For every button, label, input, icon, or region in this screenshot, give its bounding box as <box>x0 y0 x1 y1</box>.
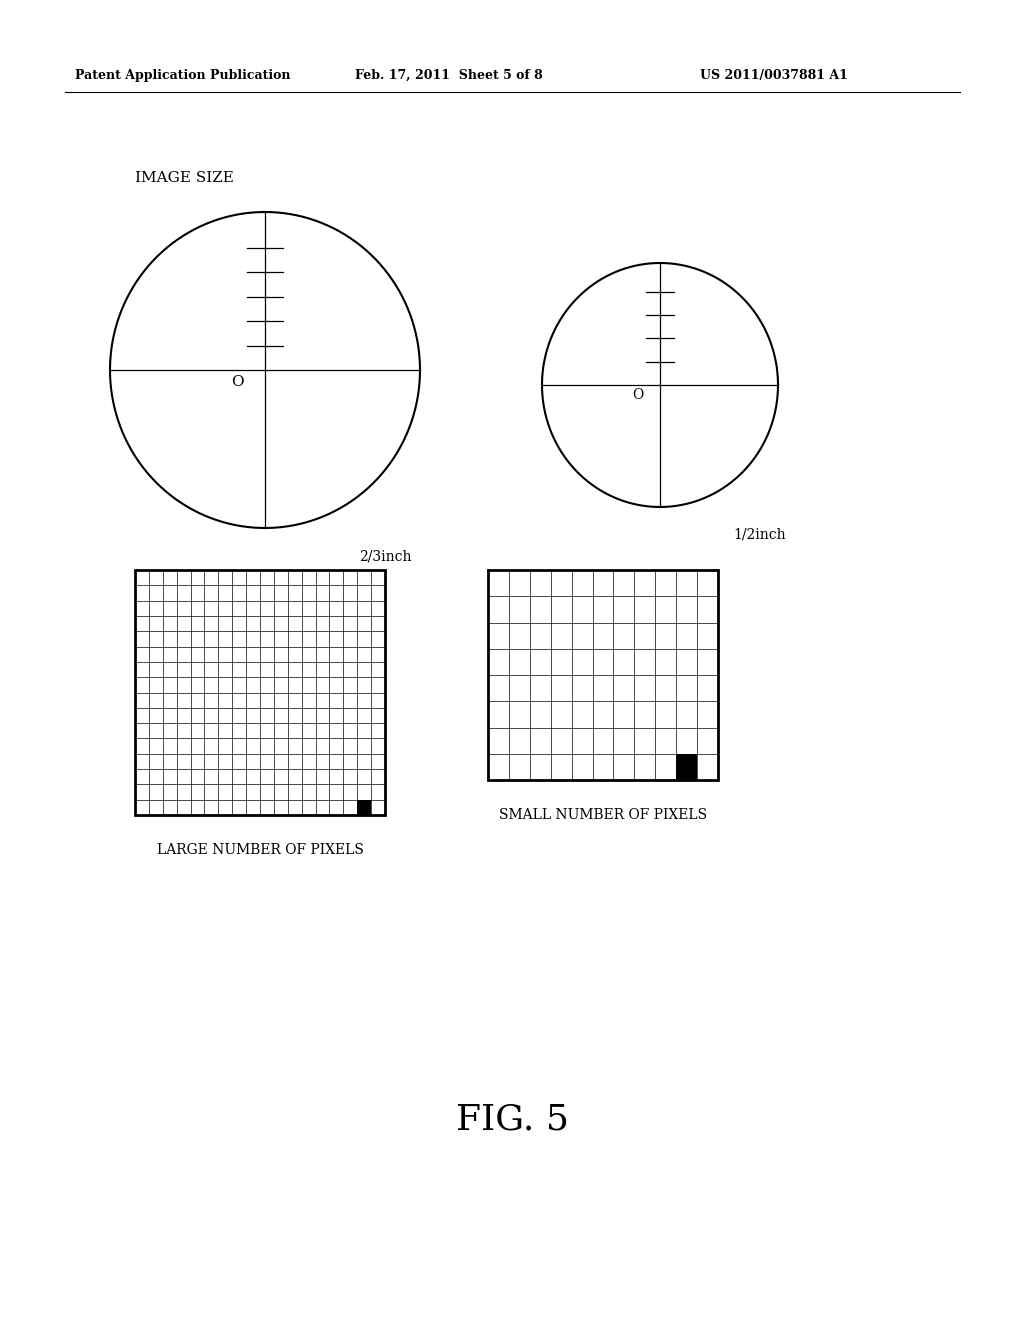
Text: Patent Application Publication: Patent Application Publication <box>75 69 291 82</box>
Bar <box>357 800 371 814</box>
Text: US 2011/0037881 A1: US 2011/0037881 A1 <box>700 69 848 82</box>
Text: 1/2inch: 1/2inch <box>733 528 786 543</box>
Text: 2/3inch: 2/3inch <box>358 549 412 564</box>
Text: O: O <box>633 388 644 403</box>
Text: Feb. 17, 2011  Sheet 5 of 8: Feb. 17, 2011 Sheet 5 of 8 <box>355 69 543 82</box>
Text: IMAGE SIZE: IMAGE SIZE <box>135 172 233 185</box>
Bar <box>135 570 385 814</box>
Bar <box>488 570 718 780</box>
Text: SMALL NUMBER OF PIXELS: SMALL NUMBER OF PIXELS <box>499 808 707 822</box>
Text: O: O <box>230 375 244 389</box>
Text: FIG. 5: FIG. 5 <box>456 1104 568 1137</box>
Bar <box>676 754 697 780</box>
Text: LARGE NUMBER OF PIXELS: LARGE NUMBER OF PIXELS <box>157 843 364 857</box>
